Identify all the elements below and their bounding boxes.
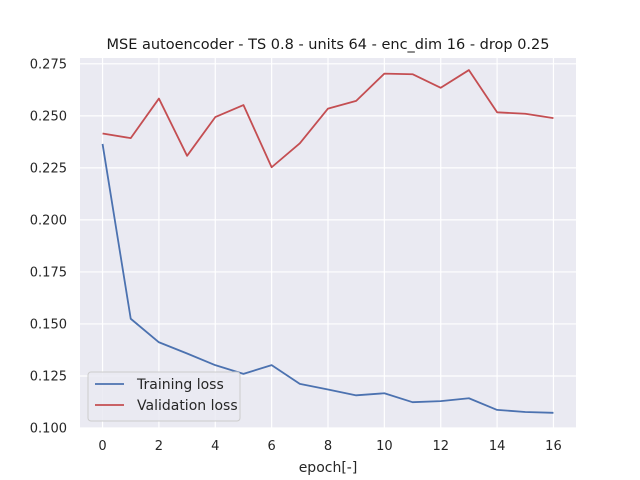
y-tick-label: 0.225 bbox=[30, 161, 67, 176]
legend-label: Validation loss bbox=[137, 398, 238, 414]
series-line-1 bbox=[102, 69, 554, 169]
x-tick-label: 2 bbox=[155, 439, 163, 454]
x-tick-label: 14 bbox=[489, 439, 506, 454]
y-axis-ticks: 0.100 0.125 0.150 0.175 0.200 0.225 0.250 0.275 bbox=[30, 57, 67, 436]
x-tick-label: 8 bbox=[324, 439, 332, 454]
y-tick-label: 0.125 bbox=[30, 369, 67, 384]
x-tick-label: 12 bbox=[432, 439, 449, 454]
y-tick-label: 0.275 bbox=[30, 57, 67, 72]
series-layer bbox=[101, 69, 554, 414]
y-tick-label: 0.250 bbox=[30, 109, 67, 124]
chart-title: MSE autoencoder - TS 0.8 - units 64 - en… bbox=[107, 37, 550, 53]
x-tick-label: 4 bbox=[211, 439, 219, 454]
x-axis-label: epoch[-] bbox=[299, 460, 358, 476]
y-tick-label: 0.100 bbox=[30, 422, 67, 437]
y-tick-label: 0.150 bbox=[30, 317, 67, 332]
y-tick-label: 0.175 bbox=[30, 265, 67, 280]
x-tick-label: 10 bbox=[376, 439, 393, 454]
x-tick-label: 16 bbox=[545, 439, 562, 454]
x-tick-label: 0 bbox=[98, 439, 106, 454]
legend-label: Training loss bbox=[136, 377, 224, 393]
grid bbox=[80, 58, 576, 429]
x-axis-ticks: 0 2 4 6 8 10 12 14 16 bbox=[98, 439, 561, 454]
legend-box bbox=[87, 371, 241, 422]
x-tick-label: 6 bbox=[267, 439, 275, 454]
y-tick-label: 0.200 bbox=[30, 213, 67, 228]
series-line-0 bbox=[101, 143, 554, 414]
legend: Training loss Validation loss bbox=[87, 371, 241, 422]
